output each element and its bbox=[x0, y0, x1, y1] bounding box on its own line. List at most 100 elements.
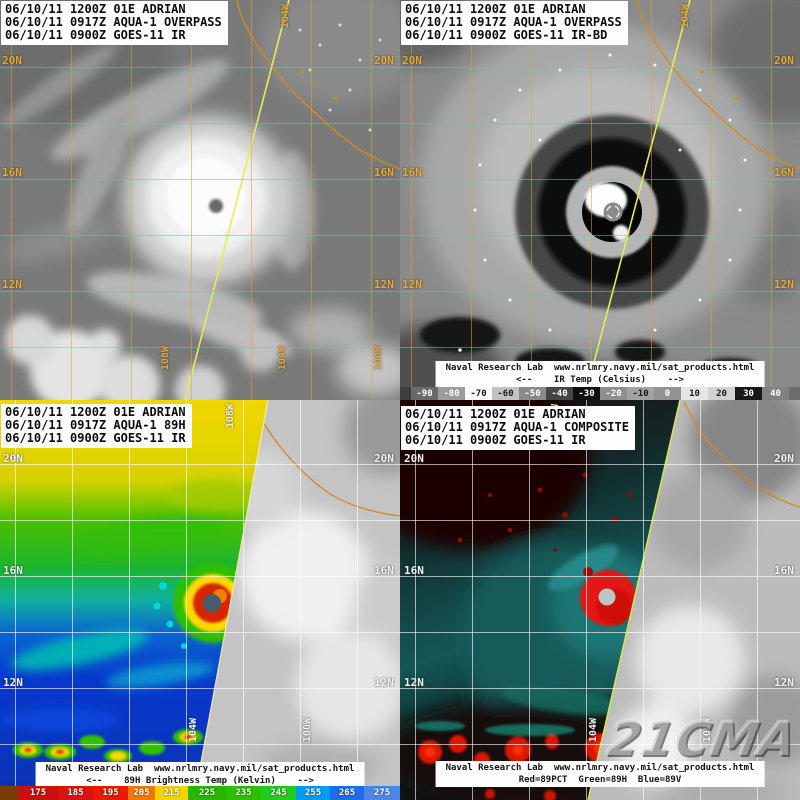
colorbar-segment: 10 bbox=[681, 387, 708, 400]
grid-line-vertical bbox=[15, 400, 16, 800]
grid-line-vertical bbox=[586, 400, 587, 800]
latitude-label: 12N bbox=[774, 676, 794, 689]
latitude-label: 20N bbox=[774, 452, 794, 465]
colorbar-segment: 195 bbox=[93, 786, 128, 800]
colorbar-segment: -10 bbox=[627, 387, 654, 400]
colorbar-segment: 245 bbox=[261, 786, 296, 800]
colorbar-segment: 255 bbox=[296, 786, 330, 800]
grid-line-horizontal bbox=[400, 576, 800, 577]
panel-header: 06/10/11 1200Z 01E ADRIAN 06/10/11 0917Z… bbox=[401, 406, 635, 450]
latitude-label: 20N bbox=[402, 54, 422, 67]
grid-line-horizontal bbox=[0, 291, 400, 292]
swath-edge-line bbox=[587, 400, 681, 800]
satellite-imagery-composite bbox=[400, 400, 800, 800]
longitude-label: 104W bbox=[680, 4, 691, 29]
grid-line-vertical bbox=[300, 400, 301, 800]
nrl-credit-footer: Naval Research Lab www.nrlmry.navy.mil/s… bbox=[435, 761, 765, 787]
latitude-label: 16N bbox=[774, 166, 794, 179]
grid-line-vertical bbox=[472, 400, 473, 800]
grid-line-horizontal bbox=[0, 576, 400, 577]
ir-temp-colorbar: -90 -80 -70 -60 -50 -40 -30 -20 -10 0 10 20 30 40 bbox=[400, 387, 800, 400]
grid-line-horizontal bbox=[400, 179, 800, 180]
grid-line-horizontal bbox=[400, 291, 800, 292]
grid-line-vertical bbox=[186, 400, 187, 800]
grid-line-horizontal bbox=[0, 744, 400, 745]
latitude-label: 20N bbox=[774, 54, 794, 67]
nrl-credit-footer: Naval Research Lab www.nrlmry.navy.mil/s… bbox=[435, 361, 765, 387]
grid-line-horizontal bbox=[400, 67, 800, 68]
latitude-label: 12N bbox=[774, 278, 794, 291]
latitude-label: 16N bbox=[774, 564, 794, 577]
grid-line-horizontal bbox=[0, 179, 400, 180]
satellite-imagery-89h bbox=[0, 400, 400, 800]
latitude-label: 12N bbox=[3, 676, 23, 689]
longitude-label: 100W bbox=[373, 346, 384, 371]
storm-center bbox=[515, 115, 709, 309]
satellite-track-line bbox=[184, 0, 290, 400]
grid-line-vertical bbox=[531, 0, 532, 400]
grid-line-horizontal bbox=[0, 688, 400, 689]
grid-line-horizontal bbox=[400, 464, 800, 465]
grid-line-vertical bbox=[771, 0, 772, 400]
latitude-label: 16N bbox=[3, 564, 23, 577]
longitude-label: 104W bbox=[188, 718, 199, 743]
latitude-label: 20N bbox=[404, 452, 424, 465]
longitude-label: 108W bbox=[160, 346, 171, 371]
colorbar-segment: 265 bbox=[330, 786, 364, 800]
colorbar-segment: 215 bbox=[155, 786, 188, 800]
grid-line-horizontal bbox=[0, 632, 400, 633]
longitude-label: 108W bbox=[225, 404, 236, 429]
colorbar-segment: -90 bbox=[411, 387, 438, 400]
latitude-label: 12N bbox=[2, 278, 22, 291]
colorbar-segment: 275 bbox=[364, 786, 400, 800]
panel-header: 06/10/11 1200Z 01E ADRIAN 06/10/11 0917Z… bbox=[1, 404, 192, 448]
grid-line-vertical bbox=[411, 0, 412, 400]
colorbar-segment: -50 bbox=[519, 387, 546, 400]
89h-temp-colorbar: 175 185 195 205 215 225 235 245 255 265 275 bbox=[0, 786, 400, 800]
storm-center bbox=[580, 567, 636, 626]
longitude-label: 104W bbox=[588, 718, 599, 743]
grid-line-horizontal bbox=[400, 347, 800, 348]
grid-line-horizontal bbox=[0, 464, 400, 465]
grid-line-horizontal bbox=[0, 520, 400, 521]
coastline bbox=[636, 0, 800, 170]
grid-line-horizontal bbox=[400, 123, 800, 124]
colorbar-segment: 175 bbox=[18, 786, 58, 800]
grid-line-horizontal bbox=[0, 123, 400, 124]
latitude-label: 16N bbox=[404, 564, 424, 577]
colorbar-segment: 205 bbox=[128, 786, 155, 800]
panel-goes-ir: 06/10/11 1200Z 01E ADRIAN 06/10/11 0917Z… bbox=[0, 0, 400, 400]
nrl-credit-footer: Naval Research Lab www.nrlmry.navy.mil/s… bbox=[35, 762, 365, 788]
convection-blobs bbox=[13, 729, 203, 763]
swath-edge-line bbox=[193, 400, 269, 800]
panel-header: 06/10/11 1200Z 01E ADRIAN 06/10/11 0917Z… bbox=[401, 1, 628, 45]
latitude-label: 16N bbox=[374, 564, 394, 577]
grid-line-vertical bbox=[129, 400, 130, 800]
coastline bbox=[236, 0, 400, 170]
grid-line-vertical bbox=[529, 400, 530, 800]
grid-line-horizontal bbox=[0, 67, 400, 68]
grid-line-vertical bbox=[471, 0, 472, 400]
colorbar-segment: -20 bbox=[600, 387, 627, 400]
satellite-track-line bbox=[583, 0, 691, 400]
colorbar-segment: -30 bbox=[573, 387, 600, 400]
panel-header: 06/10/11 1200Z 01E ADRIAN 06/10/11 0917Z… bbox=[1, 1, 228, 45]
satellite-imagery-ir-bd bbox=[400, 0, 800, 400]
grid-line-horizontal bbox=[0, 347, 400, 348]
grid-line-vertical bbox=[371, 0, 372, 400]
latitude-label: 16N bbox=[402, 166, 422, 179]
latitude-label: 16N bbox=[374, 166, 394, 179]
panel-aqua-composite: 06/10/11 1200Z 01E ADRIAN 06/10/11 0917Z… bbox=[400, 400, 800, 800]
grid-line-horizontal bbox=[0, 235, 400, 236]
colorbar-segment: 40 bbox=[762, 387, 789, 400]
grid-line-vertical bbox=[711, 0, 712, 400]
grid-line-vertical bbox=[251, 0, 252, 400]
colorbar-segment: -70 bbox=[465, 387, 492, 400]
grid-line-vertical bbox=[11, 0, 12, 400]
latitude-label: 20N bbox=[3, 452, 23, 465]
latitude-label: 12N bbox=[374, 676, 394, 689]
grid-line-vertical bbox=[651, 0, 652, 400]
grid-line-vertical bbox=[243, 400, 244, 800]
grid-line-vertical bbox=[131, 0, 132, 400]
